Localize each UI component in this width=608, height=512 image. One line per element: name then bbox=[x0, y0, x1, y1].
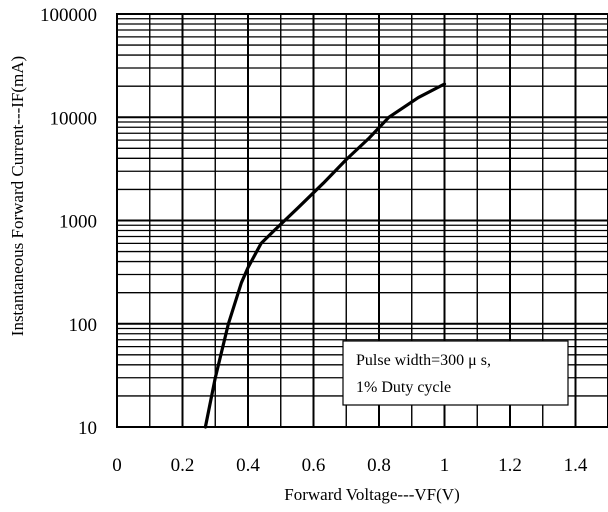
x-tick-label: 0.2 bbox=[171, 455, 195, 476]
curve-layer bbox=[203, 82, 447, 429]
annotation-box: Pulse width=300 μ s, 1% Duty cycle bbox=[342, 340, 569, 406]
annotation-line-2: 1% Duty cycle bbox=[356, 379, 451, 396]
x-tick-label: 0.4 bbox=[236, 455, 260, 476]
x-tick-label: 0 bbox=[112, 455, 122, 476]
y-tick-label: 1000 bbox=[59, 212, 97, 233]
y-tick-label: 10 bbox=[78, 418, 97, 439]
annotation-line-1: Pulse width=300 μ s, bbox=[356, 352, 491, 369]
y-tick-label: 100000 bbox=[40, 5, 97, 26]
x-axis-title: Forward Voltage---VF(V) bbox=[284, 485, 459, 504]
annotation-background bbox=[343, 341, 568, 405]
plot-frame bbox=[116, 13, 608, 428]
x-tick-label: 0.8 bbox=[367, 455, 391, 476]
y-tick-label: 10000 bbox=[50, 108, 98, 129]
y-axis-title: Instantaneous Forward Current---IF(mA) bbox=[8, 56, 27, 336]
y-tick-label: 100 bbox=[69, 315, 98, 336]
annotation-border bbox=[342, 340, 569, 406]
x-tick-label: 1 bbox=[440, 455, 450, 476]
x-tick-label: 1.2 bbox=[498, 455, 522, 476]
minor-gridlines bbox=[117, 18, 608, 397]
y-tick-labels: 10 100 1000 10000 100000 bbox=[40, 5, 97, 439]
forward-voltage-curve bbox=[203, 82, 447, 429]
x-tick-label: 1.4 bbox=[564, 455, 588, 476]
x-tick-label: 0.6 bbox=[302, 455, 326, 476]
x-tick-labels: 0 0.2 0.4 0.6 0.8 1 1.2 1.4 bbox=[112, 455, 588, 476]
